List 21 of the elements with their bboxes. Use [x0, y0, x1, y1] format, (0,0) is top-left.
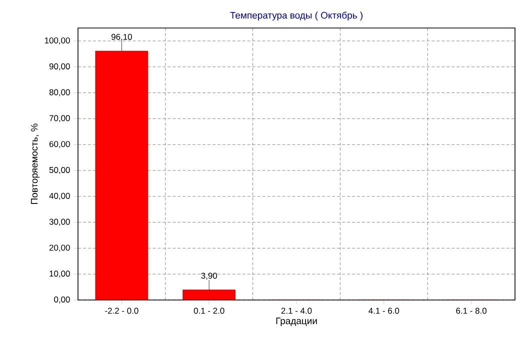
- x-tick-label: -2.2 - 0.0: [105, 308, 138, 314]
- x-tick-label: 6.1 - 8.0: [456, 308, 486, 314]
- y-tick-label: 20,00: [49, 244, 70, 252]
- y-axis-title: Повторяемость, %: [30, 124, 40, 204]
- data-label: 96,10: [111, 34, 132, 41]
- chart-title: Температура воды ( Октябрь ): [230, 12, 362, 21]
- y-tick-label: 30,00: [49, 218, 70, 226]
- y-tick-label: 0,00: [54, 296, 70, 304]
- y-tick-label: 50,00: [49, 166, 70, 174]
- y-tick-label: 40,00: [49, 192, 70, 200]
- x-tick-label: 0.1 - 2.0: [194, 308, 224, 314]
- y-tick-label: 80,00: [49, 89, 70, 96]
- y-tick-label: 10,00: [50, 270, 70, 278]
- y-tick-label: 70,00: [49, 115, 70, 122]
- y-tick-label: 60,00: [49, 141, 70, 148]
- x-axis-title: Градации: [276, 318, 317, 326]
- x-tick-label: 2.1 - 4.0: [281, 308, 312, 314]
- data-label: 3,90: [201, 272, 218, 280]
- y-tick-label: 100,00: [44, 37, 70, 44]
- y-tick-label: 90,00: [49, 63, 70, 70]
- x-tick-label: 4.1 - 6.0: [368, 308, 400, 314]
